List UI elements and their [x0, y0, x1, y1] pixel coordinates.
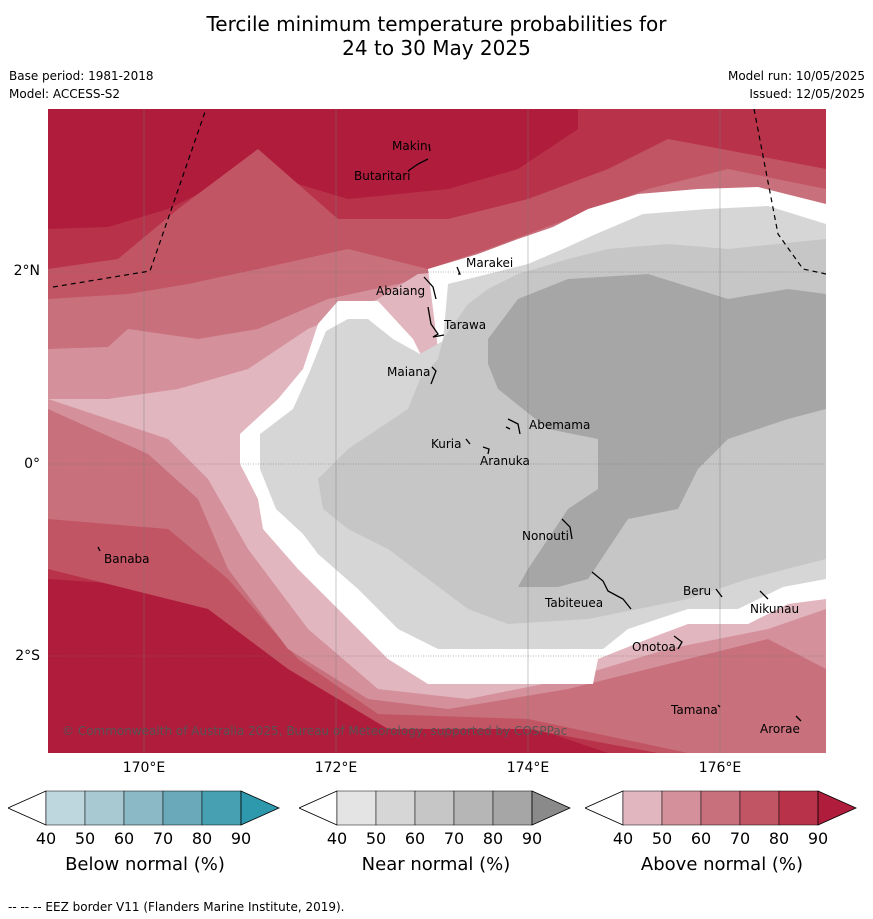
meridians — [143, 109, 721, 753]
label-aranuka: Aranuka — [480, 454, 530, 468]
meta-right: Model run: 10/05/2025 Issued: 12/05/2025 — [728, 67, 865, 103]
legend-title-below: Below normal (%) — [65, 854, 225, 875]
base-period: Base period: 1981-2018 — [9, 69, 154, 83]
lon-label-174e: 174°E — [506, 760, 550, 776]
eez-footnote: -- -- -- EEZ border V11 (Flanders Marine… — [8, 900, 345, 914]
colorbar-below — [8, 790, 280, 826]
label-nonouti: Nonouti — [522, 529, 569, 543]
label-tamana: Tamana — [671, 703, 718, 717]
tick: 50 — [365, 829, 387, 848]
tick: 90 — [521, 829, 543, 848]
model-run: Model run: 10/05/2025 — [727, 69, 865, 83]
label-kuria: Kuria — [431, 437, 462, 451]
tick: 70 — [443, 829, 465, 848]
label-butaritari: Butaritari — [354, 169, 411, 183]
graticule — [48, 271, 826, 657]
island-outlines — [97, 143, 802, 722]
tick: 70 — [152, 829, 174, 848]
label-makin: Makin — [392, 139, 428, 153]
lon-label-170e: 170°E — [122, 760, 166, 776]
tick: 40 — [35, 829, 57, 848]
eez-border — [52, 109, 826, 288]
map-title: Tercile minimum temperature probabilitie… — [0, 12, 873, 60]
tick: 80 — [482, 829, 504, 848]
tick: 90 — [807, 829, 829, 848]
copyright-notice: © Commonwealth of Australia 2025, Bureau… — [62, 724, 568, 738]
issued-date: Issued: 12/05/2025 — [749, 87, 865, 101]
colorbar-near — [299, 790, 571, 826]
tick: 50 — [651, 829, 673, 848]
label-nikunau: Nikunau — [750, 602, 800, 616]
tick: 50 — [74, 829, 96, 848]
tick: 60 — [690, 829, 712, 848]
label-abemama: Abemama — [529, 418, 591, 432]
map-canvas — [48, 109, 826, 753]
label-marakei: Marakei — [466, 256, 514, 270]
tick: 40 — [612, 829, 634, 848]
model-name: Model: ACCESS-S2 — [9, 87, 121, 101]
legend-title-above: Above normal (%) — [640, 854, 804, 875]
probability-map[interactable]: Makin Butaritari Marakei Abaiang Tarawa … — [48, 109, 826, 753]
tick: 80 — [191, 829, 213, 848]
tick: 60 — [404, 829, 426, 848]
label-arorae: Arorae — [760, 722, 800, 736]
tick: 90 — [230, 829, 252, 848]
lat-label-2n: 2°N — [13, 263, 40, 279]
title-line-1: Tercile minimum temperature probabilitie… — [206, 12, 667, 36]
lon-label-176e: 176°E — [698, 760, 742, 776]
lat-label-2s: 2°S — [15, 648, 40, 664]
label-abaiang: Abaiang — [376, 284, 426, 298]
label-maiana: Maiana — [387, 365, 431, 379]
label-tarawa: Tarawa — [444, 318, 487, 332]
tick: 70 — [729, 829, 751, 848]
colorbar-above — [585, 790, 857, 826]
lon-label-172e: 172°E — [314, 760, 358, 776]
tick: 60 — [113, 829, 135, 848]
zone-near-60 — [488, 274, 826, 587]
legend-title-near: Near normal (%) — [361, 854, 511, 875]
label-banaba: Banaba — [104, 552, 150, 566]
label-beru: Beru — [683, 584, 712, 598]
meta-left: Base period: 1981-2018 Model: ACCESS-S2 — [9, 67, 154, 103]
title-line-2: 24 to 30 May 2025 — [342, 36, 531, 60]
tick: 40 — [326, 829, 348, 848]
label-onotoa: Onotoa — [632, 640, 676, 654]
tick: 80 — [768, 829, 790, 848]
lat-label-0: 0° — [24, 456, 40, 472]
label-tabiteuea: Tabiteuea — [545, 596, 604, 610]
